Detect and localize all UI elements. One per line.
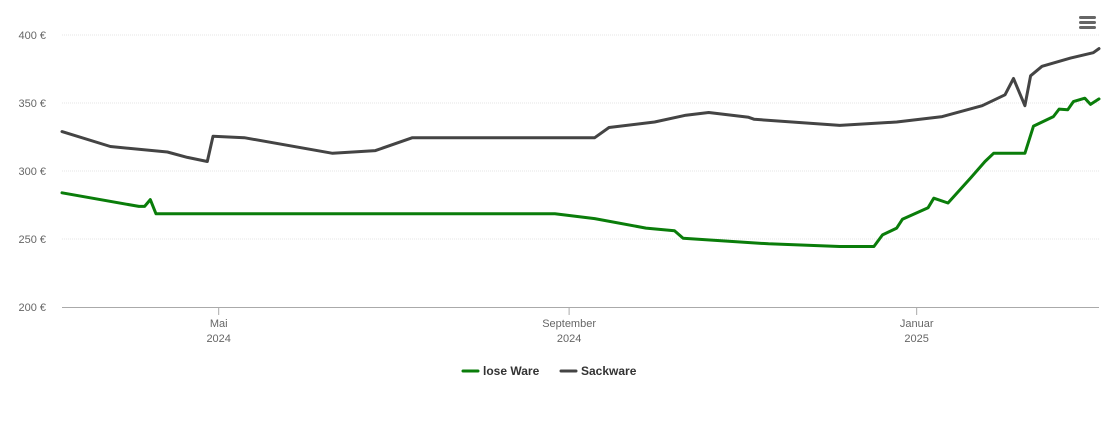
- x-tick-year: 2024: [557, 333, 581, 345]
- legend-label: Sackware: [581, 364, 637, 378]
- legend-item-sackware[interactable]: Sackware: [559, 364, 637, 378]
- x-axis-ticks: Mai 2024 September 2024 Januar 2025: [206, 307, 934, 345]
- legend: lose Ware Sackware: [461, 364, 637, 378]
- y-tick-label: 300 €: [18, 166, 46, 178]
- y-tick-label: 400 €: [18, 30, 46, 42]
- series-lines: [60, 47, 1101, 248]
- y-tick-label: 200 €: [18, 302, 46, 314]
- hamburger-menu-icon[interactable]: [1075, 10, 1101, 32]
- series-line-sackware[interactable]: [60, 47, 1101, 163]
- x-tick-year: 2024: [206, 333, 230, 345]
- legend-label: lose Ware: [483, 364, 540, 378]
- y-tick-label: 250 €: [18, 234, 46, 246]
- x-tick-year: 2025: [904, 333, 928, 345]
- y-tick-label: 350 €: [18, 98, 46, 110]
- series-line-lose-ware[interactable]: [60, 96, 1101, 248]
- x-tick-label: Mai: [210, 318, 228, 330]
- y-axis-ticks: 400 € 350 € 300 € 250 € 200 €: [18, 30, 46, 314]
- grid-lines: [62, 34, 1099, 240]
- x-tick-label: Januar: [900, 318, 934, 330]
- legend-item-lose-ware[interactable]: lose Ware: [461, 364, 540, 378]
- x-tick-label: September: [542, 318, 596, 330]
